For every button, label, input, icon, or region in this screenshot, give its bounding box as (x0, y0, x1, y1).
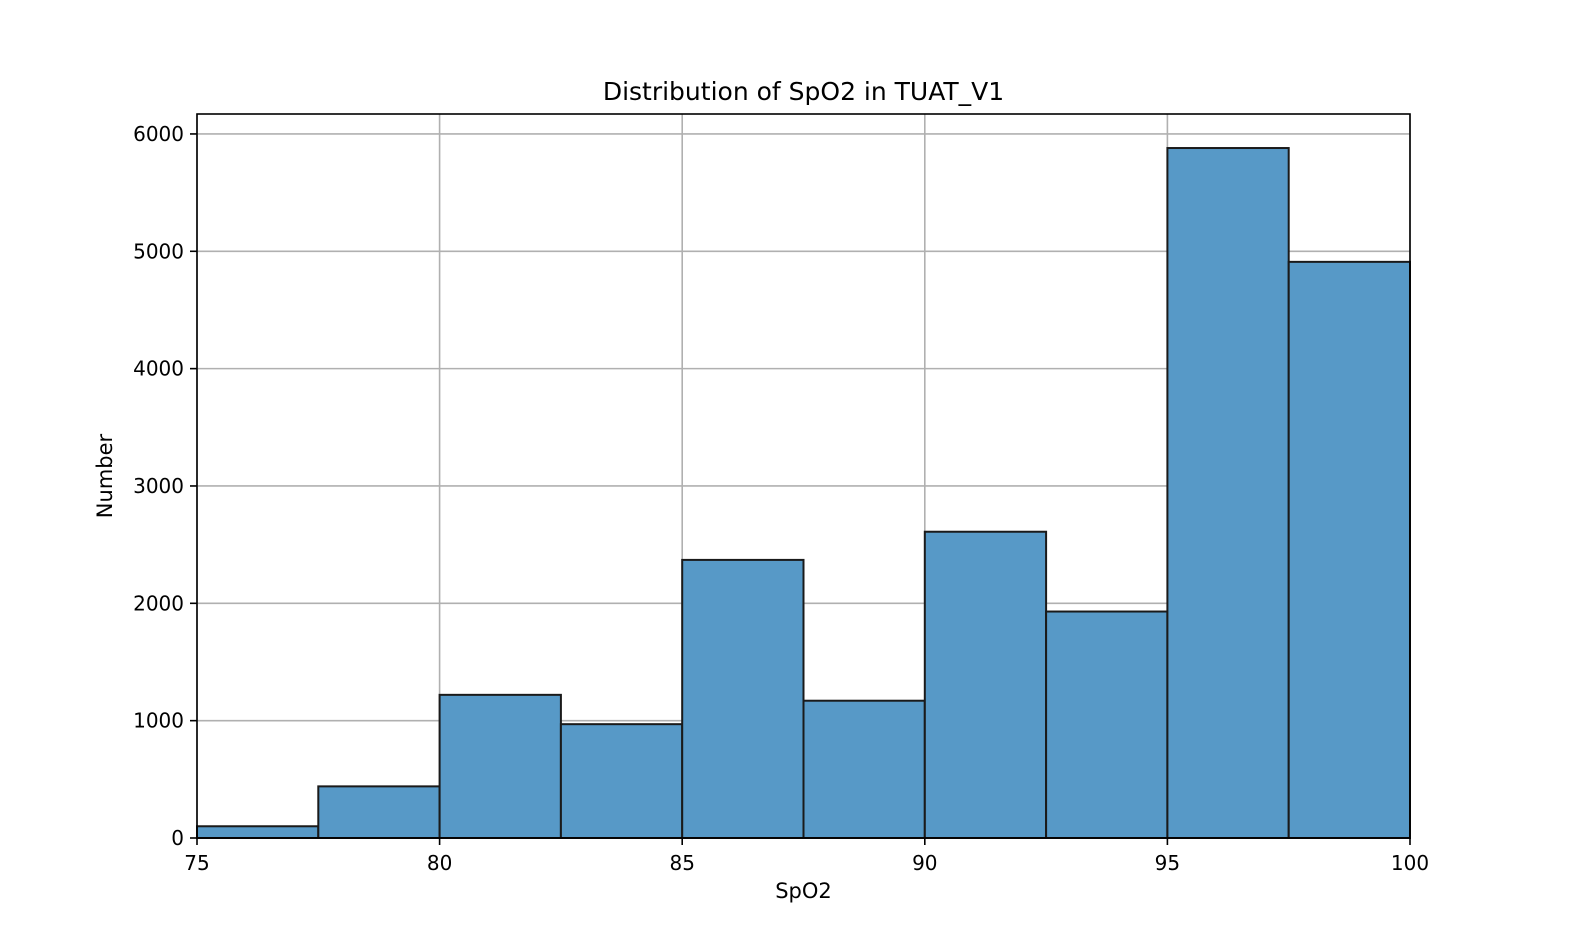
x-axis-label: SpO2 (775, 879, 832, 903)
y-tick-label: 6000 (133, 122, 184, 146)
histogram-bar (196, 825, 320, 840)
histogram-bars (196, 147, 1411, 840)
y-axis-label: Number (93, 433, 117, 518)
x-tick-label: 80 (427, 851, 452, 875)
y-tick-label: 3000 (133, 474, 184, 498)
histogram-bar (1287, 260, 1411, 839)
y-tick-label: 4000 (133, 357, 184, 381)
y-tick-label: 2000 (133, 591, 184, 615)
histogram-bar (1166, 147, 1290, 839)
histogram-bar (317, 785, 441, 839)
histogram-bar (1045, 610, 1169, 839)
x-tick-label: 85 (669, 851, 694, 875)
histogram-bar (438, 693, 562, 839)
x-tick-label: 95 (1155, 851, 1180, 875)
histogram-bar (681, 558, 805, 840)
histogram-bar (559, 723, 684, 839)
y-tick-label: 0 (171, 826, 184, 850)
plot-frame (196, 113, 1411, 839)
histogram-bar (802, 699, 926, 840)
chart-title: Distribution of SpO2 in TUAT_V1 (603, 77, 1004, 106)
x-tick-label: 100 (1391, 851, 1429, 875)
y-tick-label: 5000 (133, 239, 184, 263)
x-tick-label: 75 (184, 851, 209, 875)
y-tick-label: 1000 (133, 709, 184, 733)
x-tick-label: 90 (912, 851, 937, 875)
histogram-bar (923, 530, 1048, 839)
